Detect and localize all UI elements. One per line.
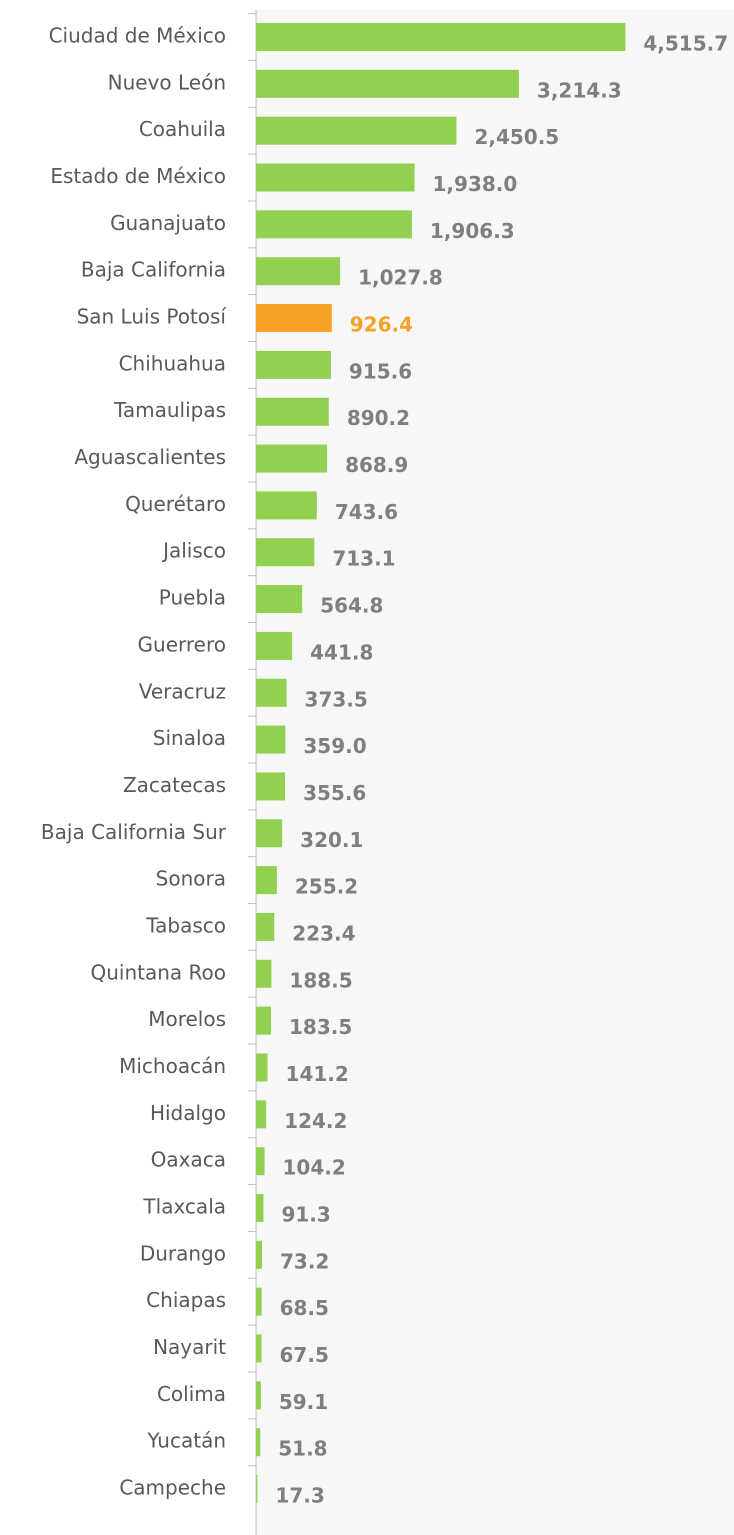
y-tick-label: Sonora <box>156 867 226 891</box>
y-tick-label: Baja California <box>81 258 226 282</box>
bar <box>256 772 286 801</box>
value-label: 359.0 <box>303 734 366 758</box>
bar <box>256 1053 268 1082</box>
bar <box>256 1100 267 1129</box>
y-tick-label: Estado de México <box>50 164 226 188</box>
bar <box>256 1381 261 1410</box>
value-label: 183.5 <box>289 1015 352 1039</box>
bar <box>256 1287 262 1316</box>
y-tick-label: Sinaloa <box>153 726 226 750</box>
value-label: 68.5 <box>280 1296 329 1320</box>
y-tick-label: Ciudad de México <box>49 24 226 48</box>
bar <box>256 491 317 520</box>
value-label: 2,450.5 <box>474 125 559 149</box>
value-label: 743.6 <box>335 500 398 524</box>
y-tick-label: Chiapas <box>146 1288 226 1312</box>
value-label: 188.5 <box>289 968 352 992</box>
y-tick-label: Hidalgo <box>150 1101 226 1125</box>
y-tick-label: Yucatán <box>146 1429 226 1453</box>
value-label: 67.5 <box>280 1343 329 1367</box>
value-label: 255.2 <box>295 875 358 899</box>
bar <box>256 304 332 333</box>
bar <box>256 631 293 660</box>
y-tick-label: Jalisco <box>161 539 226 563</box>
value-label: 4,515.7 <box>643 32 728 56</box>
value-label: 926.4 <box>350 313 413 337</box>
value-label: 104.2 <box>283 1156 346 1180</box>
bar <box>256 538 315 567</box>
value-label: 373.5 <box>305 687 368 711</box>
bar <box>256 959 272 988</box>
value-label: 3,214.3 <box>537 78 622 102</box>
value-label: 91.3 <box>281 1203 330 1227</box>
y-tick-label: Guerrero <box>138 632 226 656</box>
y-tick-label: Zacatecas <box>123 773 226 797</box>
bar <box>256 163 415 192</box>
bar <box>256 350 331 379</box>
bar <box>256 819 283 848</box>
bar <box>256 1147 265 1176</box>
y-tick-label: Querétaro <box>125 492 226 516</box>
y-tick-label: Morelos <box>148 1007 226 1031</box>
y-tick-label: Chihuahua <box>119 351 226 375</box>
y-tick-label: Nuevo León <box>108 70 226 94</box>
y-tick-label: Tlaxcala <box>142 1195 226 1219</box>
y-tick-label: Michoacán <box>119 1054 226 1078</box>
bar <box>256 912 275 941</box>
value-label: 1,027.8 <box>358 266 443 290</box>
y-tick-label: Tamaulipas <box>113 398 226 422</box>
value-label: 1,938.0 <box>433 172 518 196</box>
y-tick-label: Baja California Sur <box>41 820 227 844</box>
value-label: 713.1 <box>332 547 395 571</box>
bar <box>256 257 341 286</box>
bar <box>256 23 626 51</box>
bar <box>256 397 329 426</box>
value-label: 441.8 <box>310 640 373 664</box>
value-label: 355.6 <box>303 781 366 805</box>
y-tick-label: Oaxaca <box>151 1148 226 1172</box>
value-label: 73.2 <box>280 1249 329 1273</box>
value-label: 124.2 <box>284 1109 347 1133</box>
bar <box>256 69 519 98</box>
value-label: 141.2 <box>286 1062 349 1086</box>
value-label: 17.3 <box>275 1484 324 1508</box>
bar <box>256 1334 262 1363</box>
y-tick-label: Nayarit <box>153 1335 226 1359</box>
value-label: 320.1 <box>300 828 363 852</box>
value-label: 59.1 <box>279 1390 328 1414</box>
y-tick-label: Guanajuato <box>110 211 226 235</box>
bar <box>256 1006 272 1035</box>
bar <box>256 1428 261 1457</box>
bar <box>256 210 412 239</box>
bar <box>256 1194 264 1222</box>
value-label: 915.6 <box>349 359 412 383</box>
value-label: 564.8 <box>320 594 383 618</box>
y-tick-label: San Luis Potosí <box>77 305 228 329</box>
bar <box>256 585 303 614</box>
y-tick-label: Tabasco <box>145 913 226 937</box>
value-label: 223.4 <box>292 921 355 945</box>
bar <box>256 444 328 473</box>
bar <box>256 866 277 895</box>
bar <box>256 678 287 707</box>
bar <box>256 116 457 145</box>
value-label: 51.8 <box>278 1437 327 1461</box>
y-tick-label: Quintana Roo <box>90 960 226 984</box>
y-tick-label: Puebla <box>159 586 226 610</box>
y-tick-label: Colima <box>157 1382 226 1406</box>
y-tick-label: Campeche <box>119 1476 226 1500</box>
y-tick-label: Aguascalientes <box>74 445 226 469</box>
value-label: 890.2 <box>347 406 410 430</box>
y-tick-label: Durango <box>140 1241 226 1265</box>
value-label: 1,906.3 <box>430 219 515 243</box>
bar <box>256 725 286 754</box>
y-tick-label: Veracruz <box>139 679 226 703</box>
bar <box>256 1240 262 1269</box>
bar <box>256 1475 258 1504</box>
value-label: 868.9 <box>345 453 408 477</box>
y-tick-label: Coahuila <box>139 117 226 141</box>
